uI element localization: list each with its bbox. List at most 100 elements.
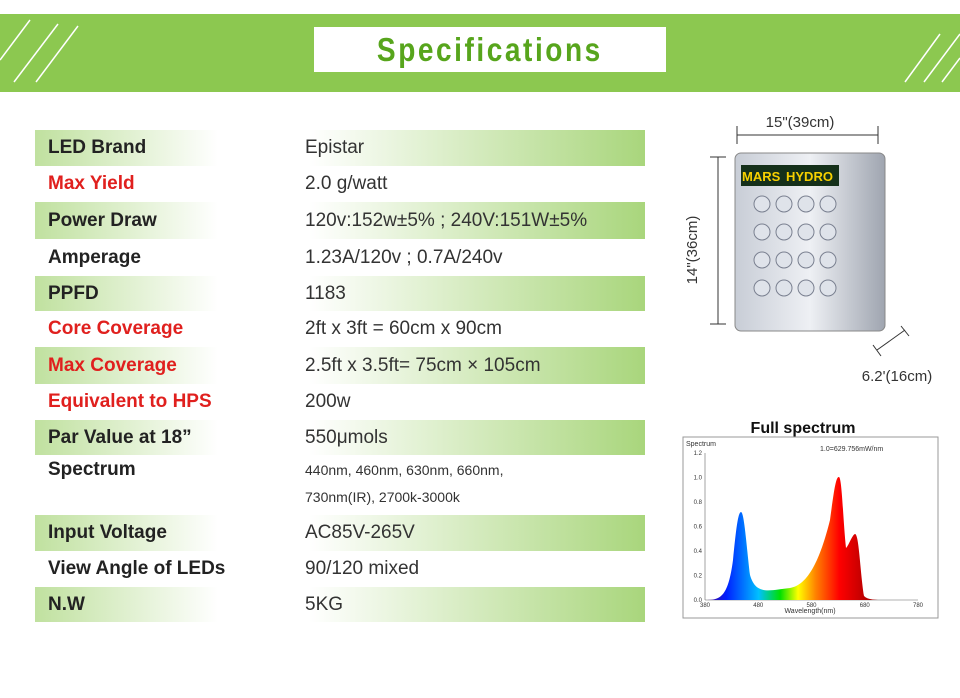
spectrum-y-tick: 1.0 bbox=[694, 476, 703, 482]
spec-row: Par Value at 18” 550μmols bbox=[35, 420, 645, 455]
spec-row: Power Draw 120v:152w±5% ; 240V:151W±5% bbox=[35, 202, 645, 239]
spec-label: N.W bbox=[48, 593, 85, 615]
spec-row: Input Voltage AC85V-265V bbox=[35, 515, 645, 551]
spec-value-line: 730nm(IR), 2700k-3000k bbox=[305, 489, 460, 505]
spec-value: 200w bbox=[305, 391, 350, 413]
spec-label: Input Voltage bbox=[48, 522, 167, 543]
led bbox=[775, 251, 793, 269]
spec-value-line: 120v:152w±5% ; 240V:151W±5% bbox=[305, 209, 588, 231]
spec-value: 2ft x 3ft = 60cm x 90cm bbox=[305, 318, 502, 340]
spectrum-x-tick: 380 bbox=[700, 603, 711, 609]
spec-row: Max Coverage 2.5ft x 3.5ft= 75cm × 105cm bbox=[35, 347, 645, 384]
spectrum-y-tick: 0.0 bbox=[694, 598, 703, 604]
spec-label: LED Brand bbox=[48, 137, 147, 158]
spectrum-curve bbox=[705, 476, 884, 600]
spec-value: AC85V-265V bbox=[305, 522, 415, 544]
spec-value: 440nm, 460nm, 630nm, 660nm, 730nm(IR), 27… bbox=[305, 457, 503, 511]
led bbox=[775, 279, 793, 297]
spec-value-line: 1183 bbox=[305, 282, 346, 304]
spec-value-line: Epistar bbox=[305, 137, 365, 158]
banner-stripes bbox=[0, 19, 960, 83]
spec-row: LED Brand Epistar bbox=[35, 130, 645, 166]
spec-value-line: 5KG bbox=[305, 593, 344, 615]
spec-value: 120v:152w±5% ; 240V:151W±5% bbox=[305, 210, 587, 232]
led bbox=[753, 223, 771, 241]
title: Specifications bbox=[377, 30, 603, 68]
title-box: Specifications bbox=[314, 27, 666, 72]
spec-value-line: 2ft x 3ft = 60cm x 90cm bbox=[305, 318, 502, 339]
spec-row: Amperage 1.23A/120v ; 0.7A/240v bbox=[35, 239, 645, 276]
spec-value: Epistar bbox=[305, 137, 364, 159]
spectrum-x-tick: 480 bbox=[753, 603, 764, 609]
led bbox=[753, 279, 771, 297]
spectrum-x-label: Wavelength(nm) bbox=[784, 608, 835, 615]
spectrum-x-tick: 680 bbox=[860, 603, 871, 609]
spectrum-y-tick: 0.6 bbox=[694, 525, 703, 531]
spec-label: Max Coverage bbox=[48, 354, 177, 376]
led bbox=[753, 251, 771, 269]
spec-label: Max Yield bbox=[48, 173, 135, 194]
width-label: 15"(39cm) bbox=[766, 114, 835, 131]
led bbox=[775, 195, 793, 213]
spec-value: 2.0 g/watt bbox=[305, 173, 387, 195]
spectrum-y-tick: 1.2 bbox=[694, 451, 703, 457]
led bbox=[797, 223, 815, 241]
spec-label: Equivalent to HPS bbox=[48, 391, 212, 412]
spec-label: View Angle of LEDs bbox=[48, 558, 226, 579]
spec-value-line: 90/120 mixed bbox=[305, 558, 420, 579]
brand-left: MARS bbox=[742, 169, 781, 184]
dimension-lines bbox=[710, 126, 910, 357]
spec-value: 90/120 mixed bbox=[305, 558, 419, 580]
spec-value-line: 1.23A/120v ; 0.7A/240v bbox=[305, 246, 503, 268]
spec-value: 1183 bbox=[305, 283, 346, 305]
led-grid bbox=[753, 195, 837, 297]
spectrum-axis-title: Spectrum bbox=[686, 441, 716, 448]
spectrum-note: 1.0=629.756mW/nm bbox=[820, 446, 883, 453]
spec-value-line: AC85V-265V bbox=[305, 522, 415, 543]
depth-label: 6.2'(16cm) bbox=[862, 368, 932, 385]
spec-value-line: 200w bbox=[305, 391, 351, 412]
spec-value: 5KG bbox=[305, 594, 343, 616]
spec-value-line: 550μmols bbox=[305, 426, 388, 448]
spec-label: Par Value at 18” bbox=[48, 426, 192, 448]
spec-row: Core Coverage 2ft x 3ft = 60cm x 90cm bbox=[35, 311, 645, 347]
spec-label: Amperage bbox=[48, 246, 141, 268]
led bbox=[797, 195, 815, 213]
led bbox=[819, 223, 837, 241]
led bbox=[753, 195, 771, 213]
led bbox=[775, 223, 793, 241]
height-label: 14"(36cm) bbox=[684, 216, 701, 285]
spec-value: 2.5ft x 3.5ft= 75cm × 105cm bbox=[305, 355, 541, 377]
spec-row: PPFD 1183 bbox=[35, 276, 645, 311]
spec-row: Max Yield 2.0 g/watt bbox=[35, 166, 645, 202]
spec-row: Spectrum 440nm, 460nm, 630nm, 660nm, 730nm… bbox=[35, 455, 645, 515]
led bbox=[819, 279, 837, 297]
spectrum-x-tick: 780 bbox=[913, 603, 924, 609]
brand-plate bbox=[741, 165, 839, 186]
spec-value-line: 2.0 g/watt bbox=[305, 173, 388, 194]
led bbox=[819, 251, 837, 269]
spec-row: View Angle of LEDs 90/120 mixed bbox=[35, 551, 645, 587]
spectrum-y-tick: 0.4 bbox=[694, 549, 703, 555]
spec-label: PPFD bbox=[48, 282, 99, 304]
brand-right: HYDRO bbox=[786, 169, 833, 184]
led bbox=[819, 195, 837, 213]
spec-value: 1.23A/120v ; 0.7A/240v bbox=[305, 247, 503, 269]
spec-row: N.W 5KG bbox=[35, 587, 645, 622]
led bbox=[797, 251, 815, 269]
spectrum-title: Full spectrum bbox=[751, 420, 856, 437]
spectrum-x-tick: 580 bbox=[806, 603, 817, 609]
spec-label: Power Draw bbox=[48, 209, 157, 231]
spec-value: 550μmols bbox=[305, 427, 388, 449]
spec-value-line: 440nm, 460nm, 630nm, 660nm, bbox=[305, 462, 504, 478]
spec-value-line: 2.5ft x 3.5ft= 75cm × 105cm bbox=[305, 354, 541, 376]
spec-label: Core Coverage bbox=[48, 318, 184, 339]
spectrum-y-tick: 0.8 bbox=[694, 500, 703, 506]
spectrum-y-tick: 0.2 bbox=[694, 574, 703, 580]
light-panel bbox=[734, 152, 886, 332]
led bbox=[797, 279, 815, 297]
spec-row: Equivalent to HPS 200w bbox=[35, 384, 645, 420]
